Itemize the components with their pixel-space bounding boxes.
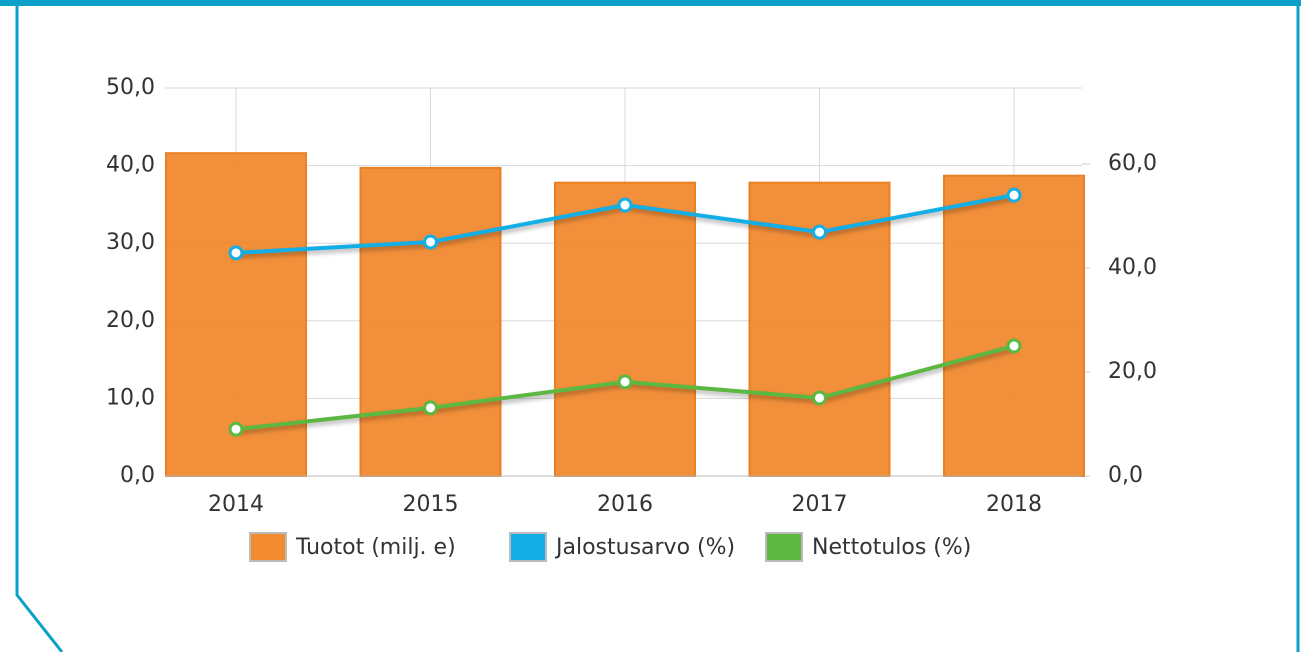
point bbox=[423, 400, 438, 416]
y2-tick-label: 0,0 bbox=[1108, 463, 1143, 488]
legend-swatch bbox=[509, 532, 547, 562]
point bbox=[812, 224, 827, 240]
point bbox=[228, 421, 244, 437]
legend-swatch bbox=[765, 532, 803, 562]
point bbox=[617, 374, 633, 390]
point bbox=[1006, 187, 1022, 203]
x-tick-label: 2016 bbox=[597, 492, 653, 517]
legend-label: Jalostusarvo (%) bbox=[554, 535, 735, 560]
bar bbox=[554, 181, 696, 477]
legend-swatch bbox=[249, 532, 287, 562]
point bbox=[423, 234, 438, 250]
top-bar bbox=[0, 0, 1301, 6]
point bbox=[617, 197, 633, 213]
x-tick-label: 2015 bbox=[403, 492, 459, 517]
y-tick-label: 40,0 bbox=[106, 153, 155, 178]
y-tick-label: 10,0 bbox=[106, 385, 155, 410]
legend-label: Tuotot (milj. e) bbox=[295, 535, 456, 560]
x-tick-label: 2014 bbox=[208, 492, 264, 517]
y2-tick-label: 20,0 bbox=[1108, 359, 1157, 384]
y-tick-label: 50,0 bbox=[106, 75, 155, 100]
point bbox=[1006, 338, 1022, 354]
legend-label: Nettotulos (%) bbox=[812, 535, 971, 560]
x-tick-label: 2018 bbox=[986, 492, 1042, 517]
y-tick-label: 20,0 bbox=[106, 308, 155, 333]
bar bbox=[359, 166, 502, 477]
frame-border bbox=[3, 0, 1300, 652]
y2-tick-label: 40,0 bbox=[1108, 255, 1157, 280]
y-tick-label: 0,0 bbox=[120, 463, 155, 488]
y2-tick-label: 60,0 bbox=[1108, 151, 1157, 176]
point bbox=[228, 245, 244, 261]
point bbox=[812, 390, 827, 406]
y-tick-label: 30,0 bbox=[106, 230, 155, 255]
bar bbox=[943, 174, 1085, 478]
x-tick-label: 2017 bbox=[792, 492, 848, 517]
